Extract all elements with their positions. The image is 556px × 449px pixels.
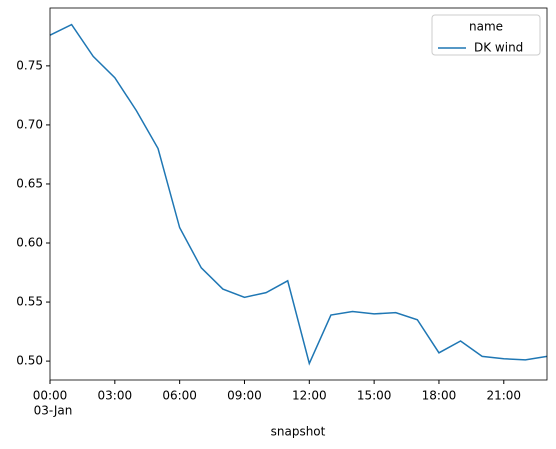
y-tick-label: 0.60 bbox=[16, 236, 43, 250]
legend-label: DK wind bbox=[474, 41, 523, 55]
x-tick-label: 12:00 bbox=[292, 389, 327, 403]
x-tick-label: 18:00 bbox=[422, 389, 457, 403]
line bbox=[49, 23, 548, 366]
x-tick-label: 09:00 bbox=[227, 389, 262, 403]
x-tick-label: 15:00 bbox=[357, 389, 392, 403]
x-date-label: 03-Jan bbox=[34, 404, 73, 418]
x-tick-label: 06:00 bbox=[162, 389, 197, 403]
x-tick-label: 21:00 bbox=[486, 389, 521, 403]
y-tick-label: 0.75 bbox=[16, 58, 43, 72]
y-tick-label: 0.55 bbox=[16, 295, 43, 309]
y-tick-label: 0.50 bbox=[16, 354, 43, 368]
legend-title: name bbox=[469, 20, 503, 34]
x-tick-label: 00:00 bbox=[33, 389, 68, 403]
y-tick-label: 0.70 bbox=[16, 117, 43, 131]
x-axis-label: snapshot bbox=[271, 425, 326, 439]
y-tick-label: 0.65 bbox=[16, 176, 43, 190]
legend-box bbox=[431, 14, 541, 56]
plot-frame bbox=[49, 7, 548, 381]
x-tick-label: 03:00 bbox=[98, 389, 133, 403]
